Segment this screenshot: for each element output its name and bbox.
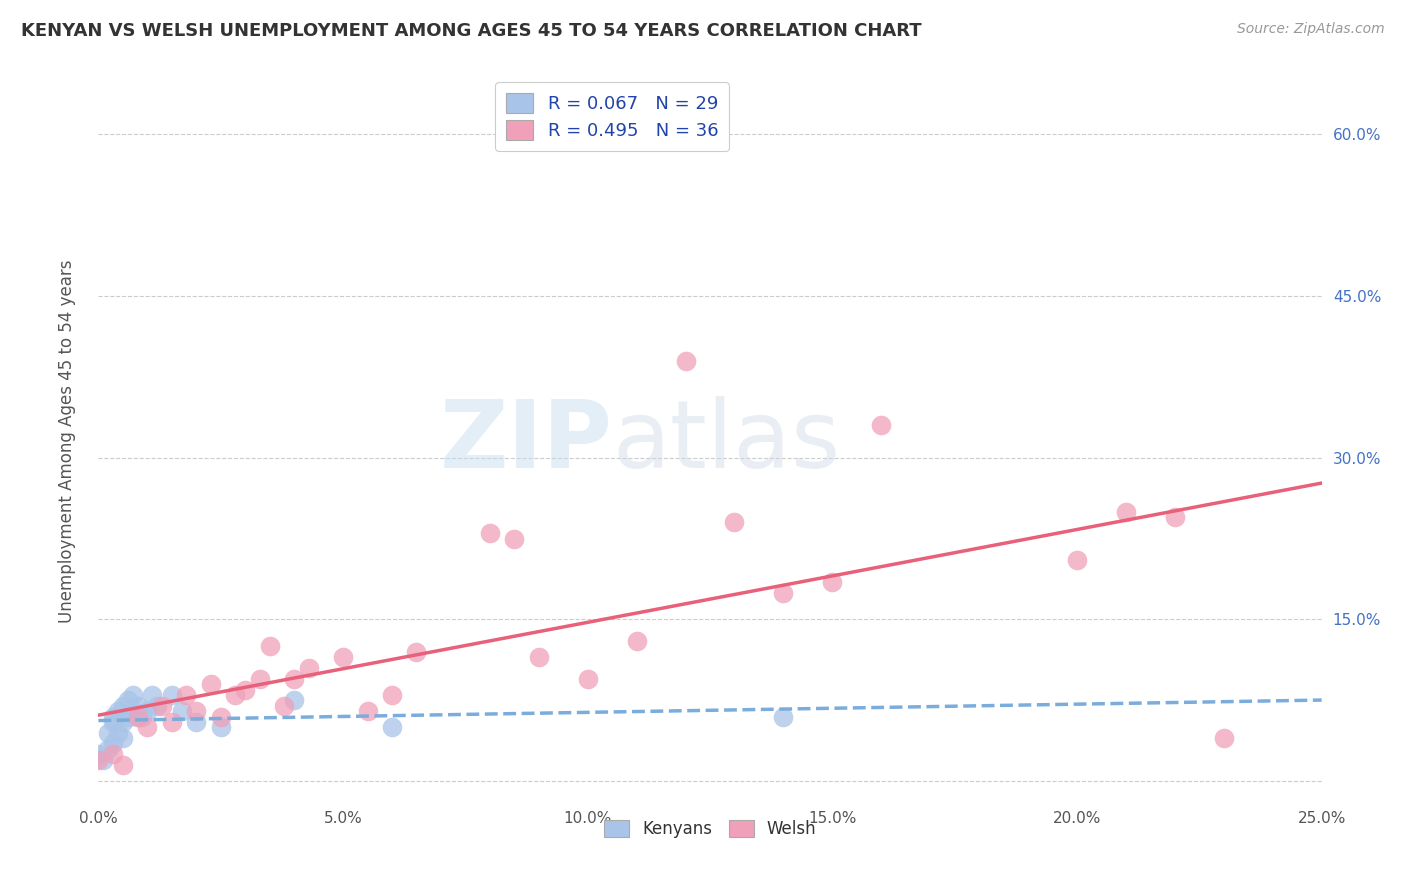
- Point: [131, 709, 153, 723]
- Point: [97, 725, 120, 739]
- Point: [283, 693, 305, 707]
- Point: [87, 747, 110, 762]
- Point: [1115, 505, 1137, 519]
- Point: [772, 709, 794, 723]
- Point: [127, 709, 149, 723]
- Point: [273, 698, 295, 713]
- Point: [101, 737, 124, 751]
- Point: [127, 709, 149, 723]
- Point: [186, 704, 208, 718]
- Point: [200, 677, 222, 691]
- Point: [111, 698, 134, 713]
- Point: [136, 704, 159, 718]
- Point: [170, 704, 193, 718]
- Point: [91, 753, 114, 767]
- Text: Source: ZipAtlas.com: Source: ZipAtlas.com: [1237, 22, 1385, 37]
- Point: [150, 698, 173, 713]
- Text: ZIP: ZIP: [439, 395, 612, 488]
- Point: [160, 688, 183, 702]
- Point: [111, 731, 134, 745]
- Point: [111, 714, 134, 729]
- Y-axis label: Unemployment Among Ages 45 to 54 years: Unemployment Among Ages 45 to 54 years: [58, 260, 76, 624]
- Point: [107, 725, 129, 739]
- Point: [1212, 731, 1234, 745]
- Point: [121, 688, 143, 702]
- Point: [626, 634, 648, 648]
- Point: [356, 704, 378, 718]
- Point: [233, 682, 256, 697]
- Point: [117, 693, 139, 707]
- Point: [209, 720, 232, 734]
- Point: [821, 574, 844, 589]
- Point: [87, 753, 110, 767]
- Point: [576, 672, 599, 686]
- Point: [259, 640, 281, 654]
- Point: [1164, 510, 1187, 524]
- Point: [176, 688, 198, 702]
- Text: KENYAN VS WELSH UNEMPLOYMENT AMONG AGES 45 TO 54 YEARS CORRELATION CHART: KENYAN VS WELSH UNEMPLOYMENT AMONG AGES …: [21, 22, 922, 40]
- Point: [527, 650, 550, 665]
- Point: [772, 585, 794, 599]
- Point: [101, 709, 124, 723]
- Point: [160, 714, 183, 729]
- Point: [503, 532, 526, 546]
- Legend: Kenyans, Welsh: Kenyans, Welsh: [598, 814, 823, 845]
- Point: [723, 516, 745, 530]
- Point: [283, 672, 305, 686]
- Point: [249, 672, 271, 686]
- Point: [101, 714, 124, 729]
- Point: [121, 704, 143, 718]
- Point: [478, 526, 501, 541]
- Point: [146, 698, 169, 713]
- Point: [209, 709, 232, 723]
- Point: [101, 747, 124, 762]
- Point: [97, 742, 120, 756]
- Point: [332, 650, 354, 665]
- Point: [381, 688, 404, 702]
- Point: [186, 714, 208, 729]
- Point: [127, 698, 149, 713]
- Point: [141, 688, 163, 702]
- Point: [117, 709, 139, 723]
- Point: [298, 661, 321, 675]
- Point: [381, 720, 404, 734]
- Point: [870, 418, 893, 433]
- Text: atlas: atlas: [612, 395, 841, 488]
- Point: [224, 688, 246, 702]
- Point: [1066, 553, 1088, 567]
- Point: [107, 704, 129, 718]
- Point: [136, 720, 159, 734]
- Point: [405, 645, 427, 659]
- Point: [675, 353, 697, 368]
- Point: [111, 758, 134, 772]
